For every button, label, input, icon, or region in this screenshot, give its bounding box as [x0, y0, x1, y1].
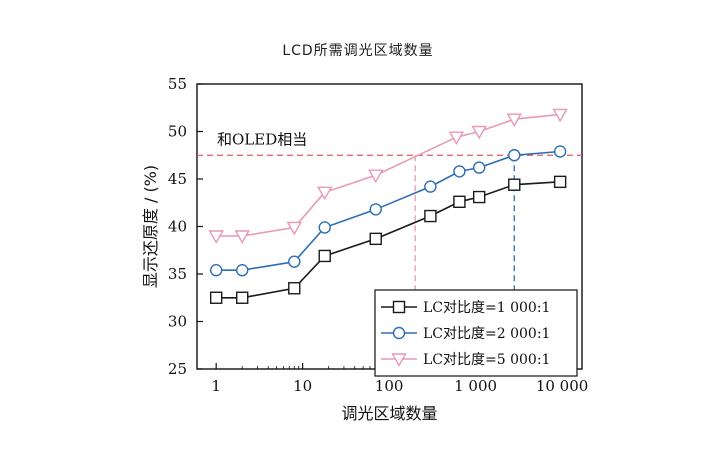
data-point [472, 161, 486, 174]
data-point [286, 221, 302, 236]
data-point [288, 282, 301, 295]
page-title: LCD所需调光区域数量 [282, 43, 434, 59]
annotation-oled-label: 和OLED相当 [217, 130, 307, 148]
data-point [553, 175, 567, 189]
data-point [472, 190, 486, 204]
series-group [208, 108, 568, 244]
y-tick-label: 25 [168, 360, 187, 378]
series-line [216, 150, 561, 271]
series-layer [208, 108, 568, 304]
data-point [553, 145, 567, 158]
y-tick-label: 55 [168, 75, 187, 93]
x-tick-label: 1 000 [454, 377, 497, 395]
data-point [369, 232, 382, 246]
data-point [288, 255, 301, 268]
data-point [471, 125, 487, 140]
data-point [424, 209, 437, 223]
data-point [453, 165, 466, 178]
legend-entry: LC对比度=1 000:1 [381, 300, 550, 316]
legend-swatch-marker [392, 300, 406, 314]
legend-entry: LC对比度=2 000:1 [381, 326, 550, 342]
data-point [318, 221, 331, 234]
x-tick-label: 10 [293, 377, 312, 395]
y-tick-label: 30 [168, 313, 187, 331]
data-point [424, 180, 437, 193]
legend-swatch-marker [391, 353, 407, 367]
data-point [209, 291, 223, 304]
data-point [236, 291, 249, 304]
y-tick-label: 45 [168, 170, 187, 188]
y-tick-label: 50 [168, 123, 187, 141]
data-point [236, 264, 249, 277]
data-point [368, 169, 384, 184]
legend-swatch-marker [392, 326, 406, 340]
legend: LC对比度=1 000:1 LC对比度=2 000:1 LC对比度=5 000:1 [374, 289, 578, 377]
x-tick-label: 100 [375, 377, 404, 395]
data-point [508, 178, 521, 191]
x-tick-label: 10 000 [536, 377, 589, 395]
data-point [508, 149, 521, 162]
legend-entry: LC对比度=5 000:1 [381, 352, 550, 368]
x-axis-title: 调光区域数量 [341, 404, 437, 423]
data-point [208, 230, 224, 244]
legend-label: LC对比度=1 000:1 [423, 300, 550, 316]
axis-ticks: 25 30 35 40 45 50 55 1 10 100 1 000 10 000 [168, 75, 588, 395]
data-point [234, 230, 250, 244]
data-point [453, 195, 466, 209]
series-line [216, 181, 561, 299]
data-point [552, 108, 568, 123]
series-group [209, 175, 567, 304]
y-tick-label: 40 [168, 218, 187, 236]
data-point [317, 186, 333, 201]
y-tick-label: 35 [168, 265, 187, 283]
data-point [369, 203, 382, 216]
y-axis-title: 显示还原度 / (%) [141, 165, 160, 288]
x-tick-label: 1 [211, 377, 221, 395]
data-point [318, 249, 331, 263]
data-point [209, 264, 223, 277]
legend-label: LC对比度=5 000:1 [423, 352, 550, 368]
series-group [209, 145, 567, 277]
legend-label: LC对比度=2 000:1 [423, 326, 550, 342]
data-point [448, 131, 465, 146]
data-point [506, 113, 522, 128]
